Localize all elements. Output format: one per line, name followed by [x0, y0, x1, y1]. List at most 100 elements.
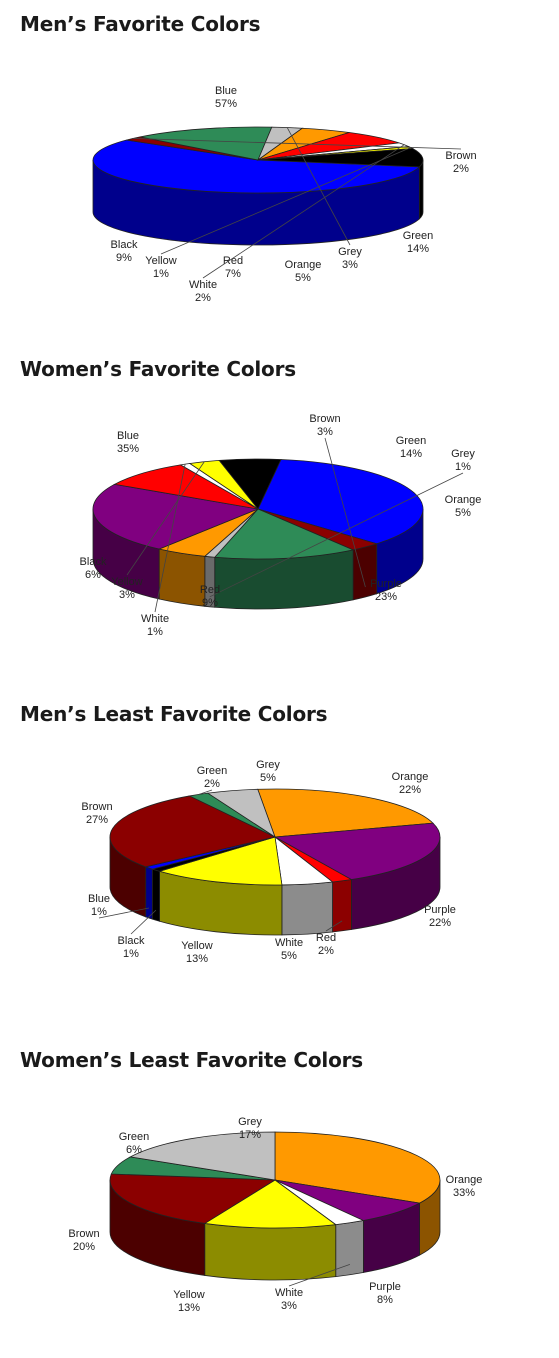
- pie-chart-mens-least-favorite: Orange22%Purple22%Red2%White5%Yellow13%B…: [81, 759, 455, 965]
- slice-value-blue: 1%: [91, 906, 107, 918]
- pie-slice-orange: [274, 1131, 441, 1204]
- slice-label-black: Black: [80, 556, 107, 568]
- pie-slice-orange: [257, 788, 434, 838]
- slice-label-green: Green: [403, 230, 434, 242]
- slice-label-blue: Blue: [88, 893, 110, 905]
- slice-value-red: 9%: [202, 597, 218, 609]
- leader-line: [324, 437, 366, 588]
- slice-value-green: 14%: [400, 448, 422, 460]
- slice-label-red: Red: [316, 932, 336, 944]
- pie-slice-blue: [257, 459, 424, 545]
- slice-value-brown: 27%: [86, 814, 108, 826]
- slice-label-red: Red: [223, 255, 243, 267]
- slice-value-grey: 3%: [342, 259, 358, 271]
- pie-top: [109, 788, 441, 886]
- pie-slice-purple: [92, 483, 260, 550]
- slice-value-purple: 8%: [377, 1294, 393, 1306]
- slice-value-orange: 22%: [399, 784, 421, 796]
- slice-value-black: 1%: [123, 948, 139, 960]
- slice-label-orange: Orange: [285, 259, 322, 271]
- slice-value-grey: 17%: [239, 1129, 261, 1141]
- slice-value-black: 6%: [85, 569, 101, 581]
- slice-value-grey: 1%: [455, 461, 471, 473]
- slice-value-purple: 23%: [375, 591, 397, 603]
- pie-slice-brown: [109, 1173, 277, 1224]
- leader-line: [202, 144, 405, 279]
- slice-value-grey: 5%: [260, 772, 276, 784]
- pie-slice-black: [257, 148, 424, 168]
- slice-value-green: 14%: [407, 243, 429, 255]
- pie-slice-yellow: [203, 1179, 337, 1229]
- slice-value-white: 5%: [281, 950, 297, 962]
- slice-value-orange: 33%: [453, 1187, 475, 1199]
- slice-label-grey: Grey: [238, 1116, 262, 1128]
- pie-side-yellow: [204, 1222, 337, 1281]
- pie-side-white: [281, 881, 333, 936]
- slice-value-yellow: 13%: [178, 1302, 200, 1314]
- slice-label-purple: Purple: [369, 1281, 401, 1293]
- slice-label-brown: Brown: [81, 801, 112, 813]
- pie-side-blue: [145, 866, 153, 920]
- slice-value-brown: 3%: [317, 426, 333, 438]
- slice-label-black: Black: [111, 239, 138, 251]
- leader-line: [126, 461, 205, 576]
- slice-value-yellow: 3%: [119, 589, 135, 601]
- pie-side-black: [418, 159, 424, 220]
- slice-value-orange: 5%: [295, 272, 311, 284]
- pie-sides: [109, 1179, 441, 1281]
- slice-label-yellow: Yellow: [145, 255, 176, 267]
- slice-value-purple: 22%: [429, 917, 451, 929]
- slice-label-purple: Purple: [424, 904, 456, 916]
- pie-top: [109, 1131, 441, 1229]
- chart-title: Men’s Least Favorite Colors: [20, 702, 328, 726]
- leader-line: [209, 472, 464, 598]
- leader-line: [130, 909, 157, 935]
- pie-slice-purple: [273, 822, 441, 880]
- slice-label-white: White: [141, 613, 169, 625]
- pie-labels: Orange22%Purple22%Red2%White5%Yellow13%B…: [81, 759, 455, 965]
- slice-value-yellow: 13%: [186, 953, 208, 965]
- slice-value-orange: 5%: [455, 507, 471, 519]
- slice-label-white: White: [275, 1287, 303, 1299]
- slice-label-green: Green: [396, 435, 427, 447]
- pie-side-brown: [352, 543, 378, 601]
- slice-value-white: 3%: [281, 1300, 297, 1312]
- slice-label-brown: Brown: [68, 1228, 99, 1240]
- leader-line: [286, 127, 351, 246]
- slice-label-orange: Orange: [446, 1174, 483, 1186]
- slice-value-yellow: 1%: [153, 268, 169, 280]
- slice-label-purple: Purple: [370, 578, 402, 590]
- slice-label-orange: Orange: [445, 494, 482, 506]
- pie-slice-black: [218, 458, 282, 510]
- pie-labels: Blue57%Brown2%Green14%Grey3%Orange5%Red7…: [111, 85, 477, 304]
- leader-line: [198, 789, 213, 795]
- pie-chart-mens-favorite: Blue57%Brown2%Green14%Grey3%Orange5%Red7…: [92, 85, 477, 304]
- chart-title: Men’s Favorite Colors: [20, 12, 261, 36]
- pie-slice-green: [140, 126, 273, 161]
- pie-slice-red: [113, 464, 259, 510]
- slice-value-red: 7%: [225, 268, 241, 280]
- slice-label-grey: Grey: [256, 759, 280, 771]
- slice-value-green: 2%: [204, 778, 220, 790]
- slice-value-white: 1%: [147, 626, 163, 638]
- slice-value-green: 6%: [126, 1144, 142, 1156]
- pie-sides: [92, 508, 424, 610]
- slice-label-green: Green: [197, 765, 228, 777]
- leader-line: [133, 138, 462, 150]
- slice-value-blue: 57%: [215, 98, 237, 110]
- slice-value-white: 2%: [195, 292, 211, 304]
- leader-line: [98, 907, 150, 919]
- pie-slice-green: [213, 508, 355, 560]
- slice-label-yellow: Yellow: [181, 940, 212, 952]
- leader-line: [325, 920, 343, 932]
- leader-line: [154, 464, 186, 613]
- slice-label-black: Black: [118, 935, 145, 947]
- chart-title: Women’s Favorite Colors: [20, 357, 296, 381]
- slice-label-brown: Brown: [445, 150, 476, 162]
- slice-value-brown: 20%: [73, 1241, 95, 1253]
- slice-label-yellow: Yellow: [173, 1289, 204, 1301]
- chart-title: Women’s Least Favorite Colors: [20, 1048, 363, 1072]
